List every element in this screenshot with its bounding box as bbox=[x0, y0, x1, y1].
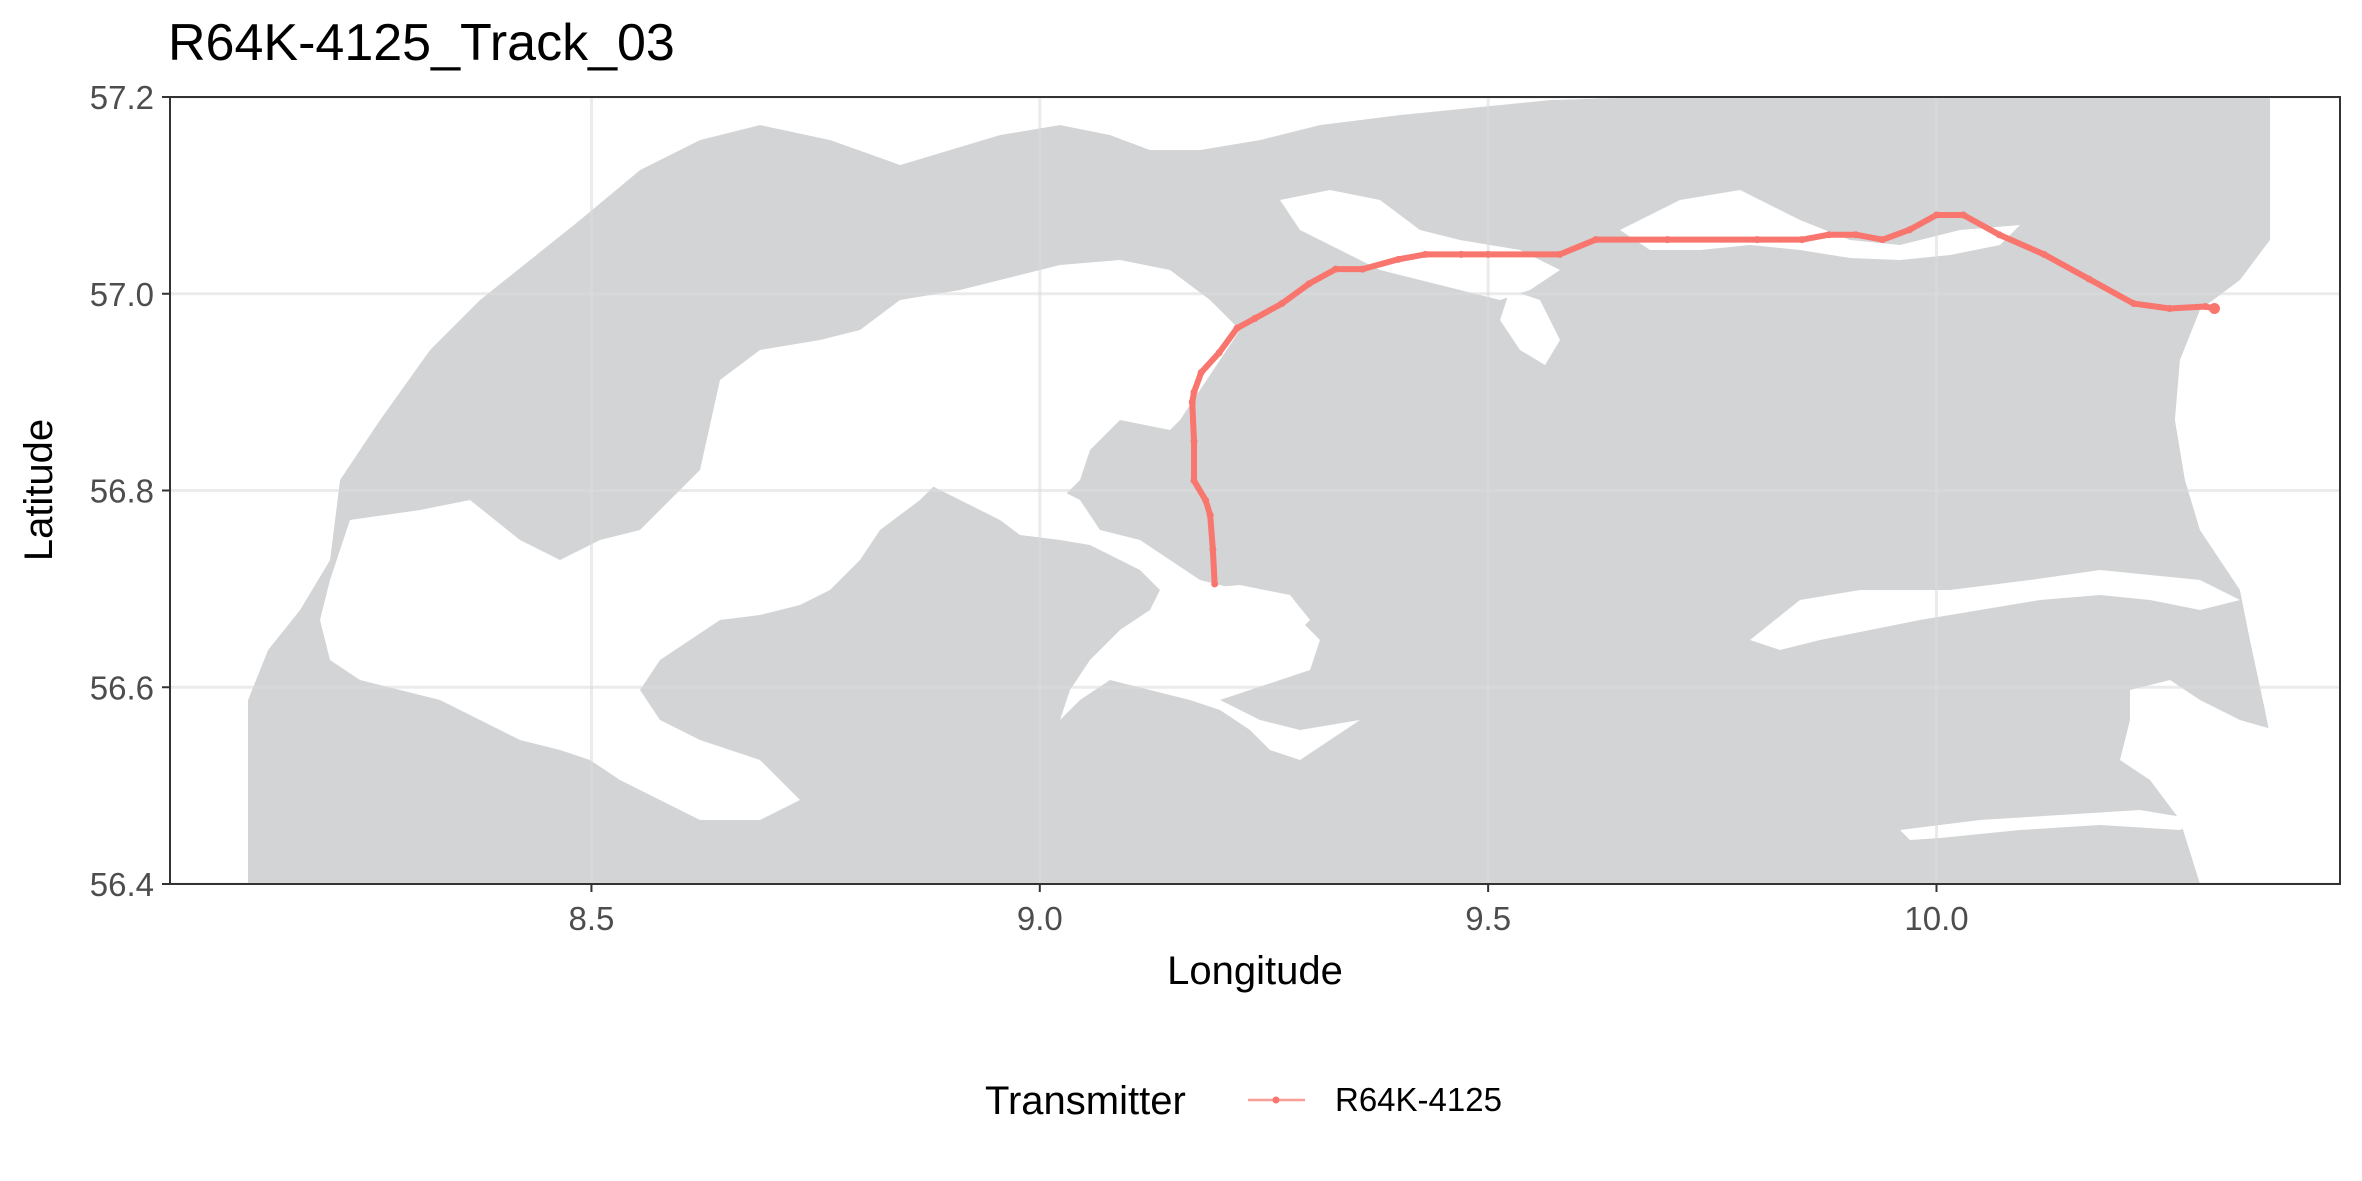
legend-key bbox=[1248, 1096, 1305, 1104]
track-point bbox=[1995, 231, 2003, 239]
track-point bbox=[1190, 388, 1198, 396]
track-point bbox=[1556, 250, 1564, 258]
x-tick-label: 8.5 bbox=[569, 900, 615, 937]
track-point bbox=[1278, 300, 1286, 308]
y-tick-label: 57.2 bbox=[90, 79, 154, 116]
track-point bbox=[1592, 236, 1600, 244]
north-inlet-water bbox=[1280, 190, 1560, 300]
track-point bbox=[1206, 511, 1214, 519]
x-tick-label: 9.0 bbox=[1017, 900, 1063, 937]
track-point bbox=[1359, 265, 1367, 273]
legend: Transmitter R64K-4125 bbox=[985, 1079, 1502, 1123]
hals-inlet-water bbox=[1500, 290, 1560, 365]
track-point bbox=[1879, 236, 1887, 244]
track-point bbox=[1190, 437, 1198, 445]
track-point bbox=[1394, 255, 1402, 263]
track-point bbox=[1211, 580, 1219, 588]
y-axis-title: Latitude bbox=[17, 419, 61, 561]
legend-title: Transmitter bbox=[985, 1079, 1186, 1123]
y-tick-label: 56.8 bbox=[90, 473, 154, 510]
track-point bbox=[2166, 305, 2174, 313]
track-point bbox=[1188, 398, 1196, 406]
track-point bbox=[1753, 236, 1761, 244]
x-tick-label: 10.0 bbox=[1904, 900, 1968, 937]
chart-title: R64K-4125_Track_03 bbox=[168, 14, 675, 72]
track-point bbox=[1825, 231, 1833, 239]
track-point bbox=[1959, 211, 1967, 219]
track-point bbox=[1852, 231, 1860, 239]
track-point bbox=[1251, 314, 1259, 322]
track-point bbox=[2130, 300, 2138, 308]
track-point bbox=[1421, 250, 1429, 258]
y-tick-label: 56.4 bbox=[90, 866, 154, 903]
major-gridlines bbox=[170, 97, 2340, 884]
y-tick-label: 56.6 bbox=[90, 669, 154, 706]
y-tick-label: 57.0 bbox=[90, 276, 154, 313]
track-point bbox=[1663, 236, 1671, 244]
track-point bbox=[1190, 477, 1198, 485]
lower-lagoon-water bbox=[1175, 585, 1310, 660]
track-point bbox=[1332, 265, 1340, 273]
track-point bbox=[1209, 546, 1217, 554]
x-tick-label: 9.5 bbox=[1465, 900, 1511, 937]
track-point bbox=[1215, 349, 1223, 357]
map-panel bbox=[169, 96, 2341, 885]
track-point bbox=[2085, 275, 2093, 283]
track-point bbox=[1798, 236, 1806, 244]
track-point bbox=[1197, 368, 1205, 376]
legend-label: R64K-4125 bbox=[1335, 1081, 1502, 1118]
limfjord-water bbox=[320, 260, 1240, 820]
east-inlet-water bbox=[1750, 570, 2240, 650]
x-axis-title: Longitude bbox=[1167, 949, 1343, 993]
track-point bbox=[1202, 496, 1210, 504]
south-east-water bbox=[2120, 680, 2275, 884]
track-point bbox=[1484, 250, 1492, 258]
track-end-point bbox=[2208, 303, 2220, 315]
track-point bbox=[1233, 324, 1241, 332]
x-axis: 8.5 9.0 9.5 10.0 bbox=[569, 884, 1969, 937]
track-point bbox=[1305, 280, 1313, 288]
north-water bbox=[900, 97, 1650, 165]
track-point bbox=[1932, 211, 1940, 219]
y-axis: 56.4 56.6 56.8 57.0 57.2 bbox=[90, 79, 170, 903]
track-layer bbox=[1188, 211, 2220, 588]
track-point bbox=[2040, 250, 2048, 258]
track-point bbox=[2201, 303, 2209, 311]
track-point bbox=[1457, 250, 1465, 258]
south-bay-water bbox=[1900, 810, 2200, 840]
track-point bbox=[1906, 226, 1914, 234]
